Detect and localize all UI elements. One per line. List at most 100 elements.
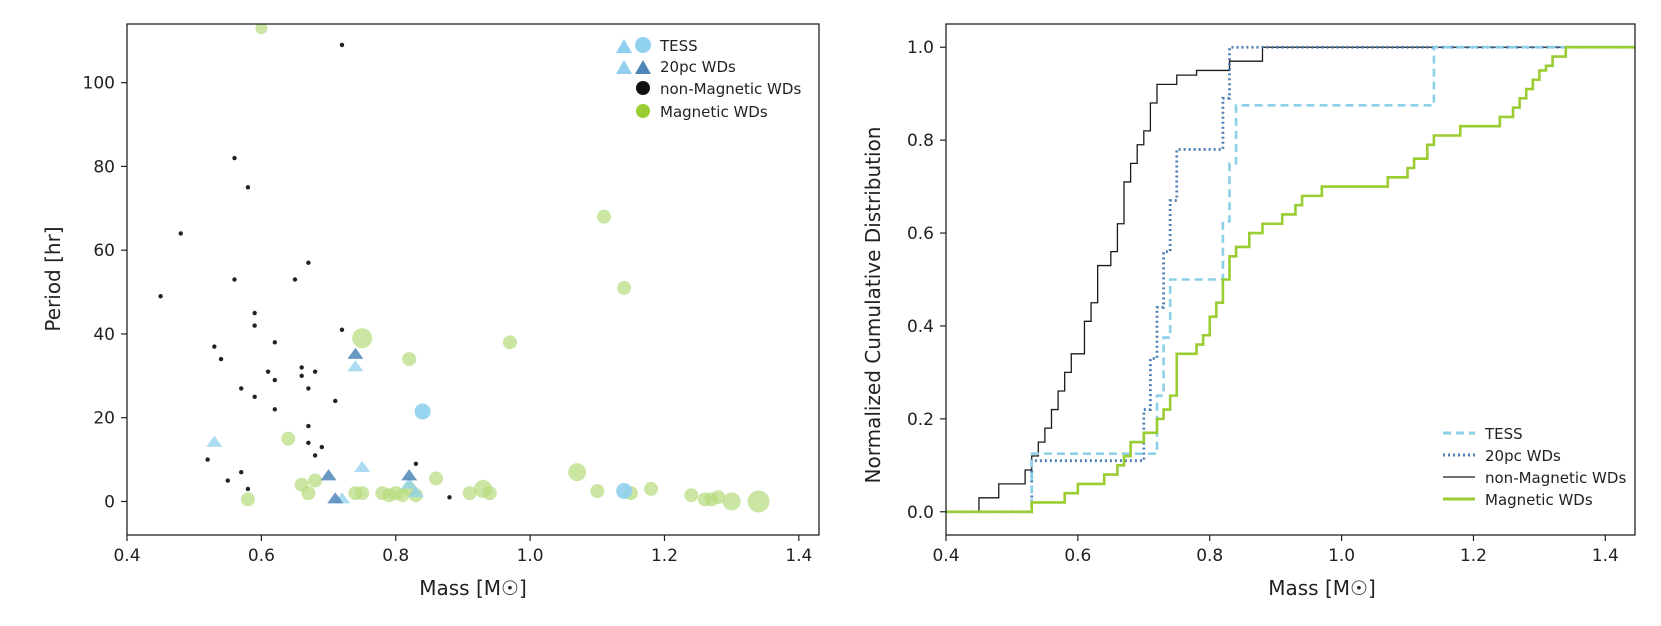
magnetic-wd-point bbox=[429, 471, 444, 486]
non-magnetic-wd-point bbox=[319, 444, 325, 450]
non-magnetic-wd-point bbox=[232, 277, 237, 282]
legend-20pc-triangle-light-marker bbox=[616, 60, 632, 74]
non-magnetic-wd-point bbox=[232, 155, 237, 161]
magnetic-wd-point bbox=[240, 492, 255, 507]
non-magnetic-wd-point bbox=[312, 369, 318, 374]
magnetic-wd-point bbox=[355, 486, 370, 501]
legend-tess-triangle-marker bbox=[616, 39, 632, 53]
magnetic-wd-point bbox=[644, 481, 659, 496]
legend-tess-circle-marker bbox=[635, 37, 651, 53]
non-magnetic-wd-point bbox=[252, 394, 257, 399]
cdf-x-tick-label: 1.0 bbox=[1328, 546, 1355, 566]
scatter-y-tick-label: 60 bbox=[93, 241, 115, 261]
magnetic-wd-point bbox=[617, 280, 632, 295]
non-magnetic-wd-point bbox=[339, 327, 345, 332]
tess-point bbox=[616, 483, 633, 500]
cdf-x-ticks: 0.4 0.6 0.8 1.0 1.2 1.4 bbox=[932, 535, 1619, 566]
wd20pc-point bbox=[347, 347, 364, 359]
cdf-x-tick-label: 0.4 bbox=[932, 546, 959, 566]
legend-20pc-triangle-dark-marker bbox=[635, 60, 651, 74]
scatter-x-ticks: 0.4 0.6 0.8 1.0 1.2 1.4 bbox=[113, 535, 812, 566]
magnetic-wd-point bbox=[597, 209, 612, 224]
cdf-legend-20pc-label: 20pc WDs bbox=[1485, 447, 1561, 465]
cdf-panel: 0.4 0.6 0.8 1.0 1.2 1.4 0.0 0.2 0.4 0.6 0.8 1.0 Ma… bbox=[861, 23, 1636, 600]
non-magnetic-wd-point bbox=[212, 344, 217, 349]
legend-nonmag-marker bbox=[636, 81, 650, 95]
wd20pc-point bbox=[320, 469, 337, 481]
scatter-x-tick-label: 0.4 bbox=[113, 546, 140, 566]
magnetic-wd-point bbox=[722, 492, 741, 511]
non-magnetic-wd-point bbox=[272, 407, 278, 412]
scatter-y-tick-label: 0 bbox=[104, 492, 115, 512]
non-magnetic-wd-point bbox=[339, 42, 345, 48]
scatter-x-tick-label: 1.2 bbox=[651, 546, 678, 566]
cdf-legend: TESS 20pc WDs non-Magnetic WDs Magnetic … bbox=[1443, 425, 1626, 509]
tess-point bbox=[206, 435, 223, 447]
scatter-y-tick-label: 100 bbox=[83, 74, 115, 94]
magnetic-wd-point bbox=[352, 328, 373, 349]
non-magnetic-wd-point bbox=[239, 469, 244, 475]
magnetic-wd-point bbox=[568, 463, 587, 482]
scatter-y-tick-label: 20 bbox=[93, 409, 115, 429]
non-magnetic-wd-point bbox=[333, 398, 338, 404]
cdf-x-tick-label: 0.8 bbox=[1196, 546, 1223, 566]
cdf-x-tick-label: 1.4 bbox=[1592, 546, 1619, 566]
scatter-legend: TESS 20pc WDs non-Magnetic WDs Magnetic … bbox=[616, 37, 801, 121]
scatter-y-label: Period [hr] bbox=[41, 226, 65, 331]
tess-point bbox=[407, 485, 424, 498]
cdf-legend-mag-label: Magnetic WDs bbox=[1485, 491, 1593, 509]
non-magnetic-wd-point bbox=[252, 310, 257, 316]
scatter-y-tick-label: 80 bbox=[93, 157, 115, 177]
tess-cdf-line bbox=[946, 45, 1635, 514]
wd20pc-point bbox=[327, 492, 344, 504]
magnetic-wd-point bbox=[684, 488, 699, 503]
cdf-y-ticks: 0.0 0.2 0.4 0.6 0.8 1.0 bbox=[907, 38, 946, 523]
magnetic-wd-point bbox=[711, 490, 726, 505]
non-magnetic-wd-point bbox=[306, 440, 311, 446]
legend-mag-label: Magnetic WDs bbox=[660, 103, 768, 121]
scatter-x-label: Mass [M☉] bbox=[419, 576, 527, 600]
non-magnetic-wd-point bbox=[272, 340, 278, 345]
magnetic-wd-point bbox=[462, 486, 477, 501]
cdf-y-label: Normalized Cumulative Distribution bbox=[861, 127, 885, 484]
magnetic-wd-point bbox=[402, 352, 417, 367]
non-magnetic-wd-point bbox=[312, 453, 318, 458]
legend-20pc-label: 20pc WDs bbox=[660, 58, 736, 76]
tess-point bbox=[401, 477, 418, 489]
magnetic-wd-point bbox=[255, 24, 268, 35]
cdf-legend-nonmag-label: non-Magnetic WDs bbox=[1485, 469, 1626, 487]
non-magnetic-cdf-line bbox=[946, 46, 1635, 513]
scatter-x-tick-label: 1.0 bbox=[517, 546, 544, 566]
cdf-x-label: Mass [M☉] bbox=[1268, 576, 1376, 600]
non-magnetic-wd-point bbox=[245, 486, 251, 492]
legend-mag-marker bbox=[636, 104, 650, 118]
non-magnetic-wd-point bbox=[306, 386, 311, 391]
scatter-frame bbox=[126, 23, 820, 536]
non-magnetic-wd-point bbox=[158, 294, 163, 299]
scatter-x-tick-label: 0.8 bbox=[382, 546, 409, 566]
cdf-x-tick-label: 0.6 bbox=[1064, 546, 1091, 566]
scatter-x-tick-label: 1.4 bbox=[785, 546, 812, 566]
non-magnetic-wd-point bbox=[239, 386, 244, 391]
non-magnetic-wd-point bbox=[306, 260, 311, 265]
non-magnetic-wd-point bbox=[272, 377, 278, 383]
non-magnetic-wd-point bbox=[252, 323, 257, 328]
scatter-x-tick-label: 0.6 bbox=[248, 546, 275, 566]
non-magnetic-wd-point bbox=[205, 457, 210, 462]
magnetic-wd-point bbox=[308, 473, 323, 488]
scatter-y-ticks: 0 20 40 60 80 100 bbox=[83, 74, 127, 512]
non-magnetic-wd-point bbox=[178, 231, 183, 236]
wd20pc-cdf-line bbox=[946, 45, 1635, 514]
non-magnetic-wd-point bbox=[292, 277, 298, 282]
magnetic-wd-point bbox=[502, 335, 517, 350]
cdf-y-tick-label: 0.4 bbox=[907, 317, 934, 337]
cdf-y-tick-label: 0.2 bbox=[907, 410, 934, 430]
non-magnetic-wd-point bbox=[245, 185, 251, 190]
magnetic-cdf-line bbox=[946, 45, 1635, 514]
magnetic-wd-point bbox=[301, 486, 316, 501]
non-magnetic-wd-point bbox=[265, 369, 271, 374]
cdf-x-tick-label: 1.2 bbox=[1460, 546, 1487, 566]
cdf-lines bbox=[946, 45, 1635, 514]
wd20pc-point bbox=[401, 469, 418, 481]
